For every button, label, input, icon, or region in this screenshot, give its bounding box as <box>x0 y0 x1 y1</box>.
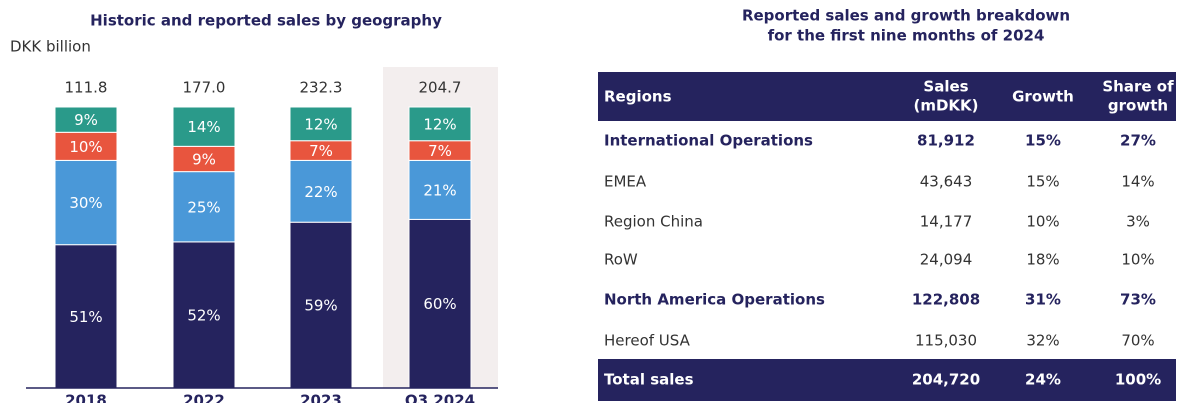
table-cell: 70% <box>1121 332 1154 350</box>
header-cell: (mDKK) <box>913 97 978 115</box>
bar-segment <box>172 171 236 243</box>
segment-label: 12% <box>423 115 456 133</box>
bar-segment <box>408 159 472 220</box>
table-cell: 115,030 <box>915 332 977 350</box>
bar-segment <box>54 106 118 133</box>
table-cell: RoW <box>604 251 638 269</box>
segment-label: 30% <box>69 194 102 212</box>
chart-title: Historic and reported sales by geography <box>90 12 442 30</box>
table-cell: 10% <box>1026 213 1059 231</box>
segment-label: 59% <box>304 297 337 315</box>
segment-label: 52% <box>187 306 220 324</box>
bar-segment <box>289 106 353 142</box>
segment-label: 7% <box>309 142 333 160</box>
table-cell: 3% <box>1126 213 1150 231</box>
header-cell: Regions <box>604 88 672 106</box>
table-cell: 73% <box>1120 291 1156 309</box>
table-cell: 43,643 <box>920 173 973 191</box>
table-cell: Region China <box>604 213 703 231</box>
bar-segment <box>54 244 118 389</box>
segment-label: 25% <box>187 198 220 216</box>
table-cell: 10% <box>1121 251 1154 269</box>
total-label: 204.7 <box>419 79 462 97</box>
segment-label: 14% <box>187 118 220 136</box>
table-cell: 14,177 <box>920 213 973 231</box>
x-tick-label: Q3 2024 <box>405 392 475 403</box>
footer-cell: 100% <box>1115 371 1161 389</box>
footer-cell: Total sales <box>604 371 694 389</box>
table-cell: Hereof USA <box>604 332 691 350</box>
table-cell: 122,808 <box>912 291 980 309</box>
header-cell: Sales <box>923 78 968 96</box>
segment-label: 21% <box>423 181 456 199</box>
table-cell: 24,094 <box>920 251 973 269</box>
segment-label: 12% <box>304 115 337 133</box>
unit-label: DKK billion <box>10 38 91 56</box>
total-label: 111.8 <box>65 79 108 97</box>
table-cell: 81,912 <box>917 132 975 150</box>
total-label: 177.0 <box>183 79 226 97</box>
table-cell: 15% <box>1026 173 1059 191</box>
table-cell: 14% <box>1121 173 1154 191</box>
table-header <box>598 72 1176 121</box>
total-label: 232.3 <box>300 79 343 97</box>
bar-segment <box>408 106 472 142</box>
bar-segment <box>172 106 236 147</box>
bar-segment <box>54 131 118 161</box>
footer-cell: 204,720 <box>912 371 980 389</box>
segment-label: 9% <box>192 150 216 168</box>
table-cell: 31% <box>1025 291 1061 309</box>
table-title: Reported sales and growth breakdown <box>742 7 1070 25</box>
x-tick-label: 2023 <box>300 392 342 403</box>
segment-label: 9% <box>74 111 98 129</box>
header-cell: Growth <box>1012 88 1074 106</box>
segment-label: 51% <box>69 308 102 326</box>
table-footer <box>598 359 1176 401</box>
x-tick-label: 2018 <box>65 392 107 403</box>
segment-label: 60% <box>423 295 456 313</box>
header-cell: Share of <box>1102 78 1174 96</box>
header-cell: growth <box>1108 97 1168 115</box>
segment-label: 22% <box>304 183 337 201</box>
bar-segment <box>289 221 353 389</box>
table-cell: 27% <box>1120 132 1156 150</box>
table-cell: North America Operations <box>604 291 825 309</box>
table-cell: 18% <box>1026 251 1059 269</box>
footer-cell: 24% <box>1025 371 1061 389</box>
table-cell: International Operations <box>604 132 813 150</box>
x-tick-label: 2022 <box>183 392 225 403</box>
table-cell: EMEA <box>604 173 647 191</box>
bar-segment <box>408 218 472 389</box>
table-cell: 32% <box>1026 332 1059 350</box>
table-cell: 15% <box>1025 132 1061 150</box>
table-title: for the first nine months of 2024 <box>768 27 1045 45</box>
segment-label: 10% <box>69 138 102 156</box>
bar-segment <box>172 145 236 173</box>
segment-label: 7% <box>428 142 452 160</box>
